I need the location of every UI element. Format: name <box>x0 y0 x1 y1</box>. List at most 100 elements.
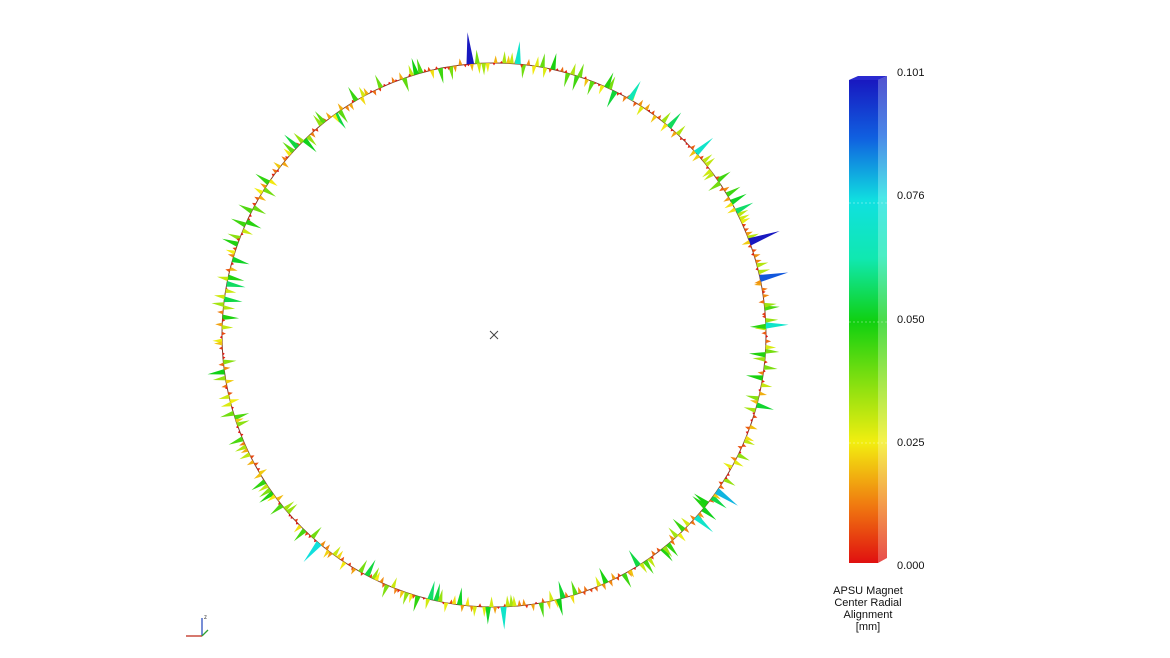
deviation-spike <box>512 595 517 607</box>
deviation-spike <box>372 90 377 96</box>
deviation-spike <box>755 267 759 271</box>
deviation-spike <box>294 518 298 523</box>
deviation-spike <box>399 590 405 599</box>
deviation-spike <box>765 348 780 354</box>
deviation-spike <box>435 66 439 70</box>
deviation-spike <box>765 339 772 344</box>
deviation-spike <box>670 539 676 546</box>
deviation-spike <box>469 63 474 72</box>
colorbar-top-face <box>849 76 887 80</box>
deviation-spike <box>762 294 770 298</box>
deviation-spike <box>743 438 756 446</box>
deviation-spike <box>665 542 679 557</box>
deviation-spike <box>427 580 435 601</box>
deviation-spike <box>595 576 602 587</box>
deviation-spike <box>306 134 317 146</box>
deviation-spike <box>687 144 691 148</box>
deviation-spike <box>260 183 267 189</box>
deviation-spike <box>743 407 756 413</box>
deviation-spike <box>643 559 654 574</box>
colorbar-tick-max: 0.101 <box>897 67 925 79</box>
deviation-spike <box>239 441 246 446</box>
deviation-spike <box>249 213 252 217</box>
deviation-spike <box>474 49 480 64</box>
deviation-spike <box>379 576 384 584</box>
deviation-spike <box>476 63 482 74</box>
deviation-spike <box>657 115 662 120</box>
deviation-spike <box>520 64 524 68</box>
deviation-spike <box>245 219 262 229</box>
colorbar-side-face <box>878 76 887 563</box>
deviation-spike <box>228 436 244 445</box>
deviation-spike <box>615 576 620 581</box>
deviation-spike <box>465 596 470 606</box>
deviation-spike <box>231 262 234 266</box>
deviation-spike <box>253 473 262 479</box>
deviation-spike <box>761 331 766 335</box>
deviation-spike <box>606 90 618 108</box>
deviation-spike <box>730 193 747 205</box>
deviation-spike <box>347 562 351 567</box>
deviation-spike <box>619 92 622 95</box>
deviation-spike <box>258 195 267 201</box>
deviation-spike <box>496 606 500 609</box>
deviation-spike <box>628 569 634 578</box>
deviation-spike <box>394 588 398 595</box>
deviation-spike <box>240 448 249 453</box>
colorbar-title-line-4: [mm] <box>855 621 881 633</box>
deviation-spike <box>239 452 251 460</box>
deviation-spike <box>745 431 749 435</box>
deviation-spike <box>231 218 247 228</box>
axes-triad-icon: z <box>186 615 209 637</box>
deviation-spike <box>228 392 233 396</box>
deviation-spike <box>617 573 622 578</box>
deviation-spike <box>339 561 347 571</box>
deviation-spike <box>267 494 276 502</box>
deviation-spike <box>692 154 700 162</box>
deviation-spike <box>644 103 650 111</box>
deviation-spike <box>668 527 679 539</box>
deviation-spike <box>679 137 683 140</box>
deviation-spike <box>749 424 758 430</box>
deviation-spike <box>672 518 686 532</box>
deviation-spike <box>636 105 644 116</box>
deviation-spike <box>437 589 443 603</box>
deviation-spike <box>704 157 715 167</box>
deviation-spike <box>207 369 225 375</box>
deviation-spike <box>601 583 606 591</box>
deviation-spike <box>517 599 522 606</box>
deviation-spike <box>351 567 357 575</box>
deviation-spike <box>753 254 761 258</box>
deviation-spike <box>723 462 733 470</box>
deviation-spike <box>766 334 769 338</box>
deviation-spike <box>408 73 412 77</box>
deviation-spike <box>364 559 376 577</box>
deviation-spike <box>725 186 741 197</box>
deviation-spike <box>374 571 381 581</box>
deviation-spike <box>578 586 582 594</box>
deviation-spike <box>232 247 237 251</box>
deviation-spike <box>437 67 444 84</box>
deviation-spike <box>227 274 245 281</box>
deviation-spike <box>383 83 387 87</box>
deviation-spike <box>660 123 668 132</box>
deviation-spike <box>217 276 229 282</box>
deviation-spike <box>647 557 656 568</box>
deviation-spike <box>399 72 404 80</box>
deviation-spike <box>240 232 244 236</box>
deviation-spike <box>685 142 689 145</box>
deviation-spike <box>633 567 636 570</box>
deviation-spike <box>762 290 766 294</box>
deviation-spike <box>308 534 312 538</box>
deviation-spike <box>388 81 392 85</box>
deviation-spike <box>752 412 755 416</box>
deviation-spike <box>489 596 494 607</box>
deviation-spike <box>253 187 264 195</box>
deviation-spike <box>747 244 752 248</box>
deviation-spike <box>368 574 372 578</box>
deviation-spike <box>332 546 341 557</box>
deviation-spike <box>220 410 235 418</box>
deviation-spike <box>755 259 762 264</box>
deviation-spike <box>259 487 272 498</box>
